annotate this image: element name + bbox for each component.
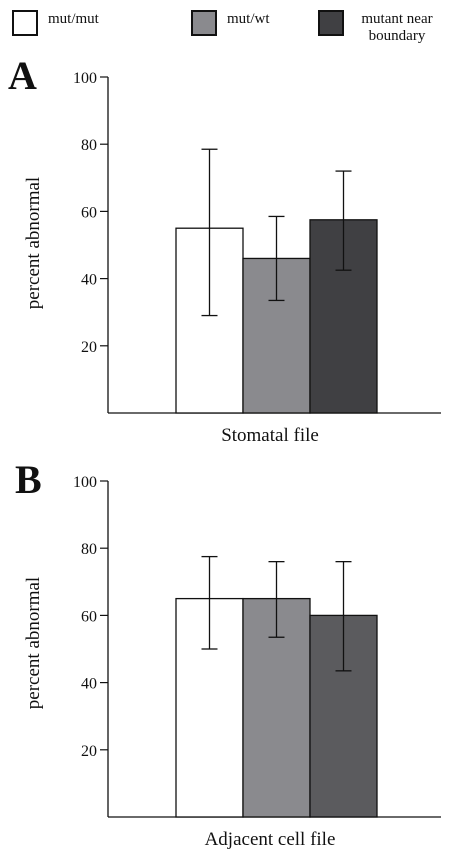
panel-a-ytick-label-20: 20 bbox=[81, 339, 97, 356]
legend-label-mut-wt: mut/wt bbox=[227, 11, 270, 27]
panel-a-ytick-label-40: 40 bbox=[81, 272, 97, 289]
panel-a-ytick-label-100: 100 bbox=[73, 70, 97, 87]
panel-letter-b: B bbox=[15, 457, 42, 502]
panel-letter-a: A bbox=[8, 53, 37, 98]
legend-label-mutant-near-boundary: mutant near boundary bbox=[361, 11, 433, 44]
legend-item-mutant-near-boundary: mutant near boundary bbox=[318, 10, 442, 45]
legend-swatch-mut-wt bbox=[191, 10, 217, 36]
panel-b-ytick-label-80: 80 bbox=[81, 541, 97, 558]
panel-b-ytick-label-20: 20 bbox=[81, 743, 97, 760]
legend-label-mut-mut: mut/mut bbox=[48, 11, 99, 27]
panel-a-xlabel: Stomatal file bbox=[221, 425, 319, 446]
panel-b-ytick-label-40: 40 bbox=[81, 676, 97, 693]
panel-a-ytick-label-80: 80 bbox=[81, 137, 97, 154]
legend: mut/mut mut/wt mutant near boundary bbox=[0, 6, 451, 50]
legend-item-mut-wt: mut/wt bbox=[191, 10, 270, 36]
panel-b-ytick-label-100: 100 bbox=[73, 474, 97, 491]
panel-a-ytick-label-60: 60 bbox=[81, 204, 97, 221]
legend-swatch-mut-mut bbox=[12, 10, 38, 36]
panel-b-xlabel: Adjacent cell file bbox=[204, 829, 336, 850]
legend-swatch-mutant-near-boundary bbox=[318, 10, 344, 36]
legend-item-mut-mut: mut/mut bbox=[12, 10, 99, 36]
panel-b-ytick-label-60: 60 bbox=[81, 608, 97, 625]
